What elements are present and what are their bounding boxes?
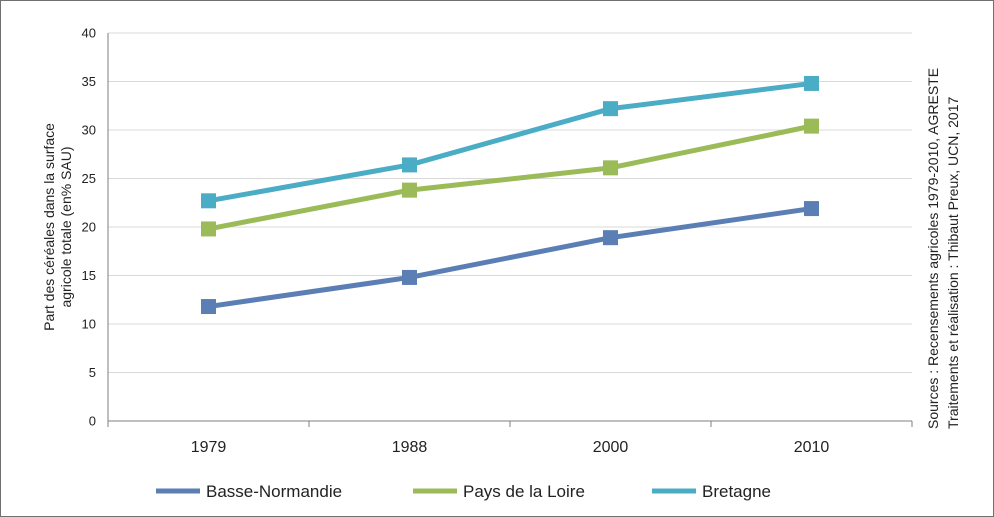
x-tick-label: 2000 (593, 439, 629, 456)
source-text: Sources : Recensements agricoles 1979-20… (925, 68, 961, 429)
data-point (603, 230, 618, 246)
source-line: Traitements et réalisation : Thibaut Pre… (945, 97, 961, 429)
x-tick-label: 1988 (392, 439, 428, 456)
y-tick-label: 40 (82, 26, 96, 41)
y-axis-title-line: Part des céréales dans la surface (41, 123, 57, 331)
y-axis-title-line: agricole totale (en% SAU) (58, 146, 74, 307)
y-tick-label: 20 (82, 220, 96, 235)
data-point (804, 75, 819, 91)
data-point (402, 157, 417, 173)
legend-item: Pays de la Loire (413, 482, 585, 501)
y-tick-label: 0 (89, 414, 96, 429)
series-basse-normandie (201, 201, 819, 315)
x-tick-labels: 1979 1988 2000 2010 (191, 439, 830, 456)
legend-item: Basse-Normandie (156, 482, 342, 501)
legend: Basse-Normandie Pays de la Loire Bretagne (156, 482, 771, 501)
source-note: Sources : Recensements agricoles 1979-20… (925, 68, 961, 429)
series-pays-de-la-loire (201, 118, 819, 237)
data-point (402, 269, 417, 285)
legend-item: Bretagne (652, 482, 771, 501)
data-point (804, 201, 819, 217)
source-line: Sources : Recensements agricoles 1979-20… (925, 68, 941, 429)
axes (107, 33, 913, 427)
data-point (201, 221, 216, 237)
data-point (402, 182, 417, 198)
legend-label: Pays de la Loire (463, 482, 585, 501)
legend-label: Bretagne (702, 482, 771, 501)
y-axis-label: Part des céréales dans la surfaceagricol… (41, 123, 74, 331)
y-tick-label: 5 (89, 365, 96, 380)
series-line (208, 206, 812, 310)
y-tick-label: 15 (82, 268, 96, 283)
series-line (208, 123, 813, 232)
data-point (603, 160, 618, 176)
y-tick-labels: 0 5 10 15 20 25 30 35 40 (82, 26, 96, 429)
y-tick-label: 30 (82, 123, 96, 138)
legend-label: Basse-Normandie (206, 482, 342, 501)
x-tick-label: 1979 (191, 439, 227, 456)
gridlines (108, 32, 912, 373)
data-point (201, 299, 216, 315)
y-tick-label: 35 (82, 74, 96, 89)
series-line (208, 80, 812, 204)
y-tick-label: 10 (82, 317, 96, 332)
x-tick-label: 2010 (794, 439, 830, 456)
y-axis-title: Part des céréales dans la surfaceagricol… (41, 123, 74, 331)
series-bretagne (201, 75, 819, 209)
data-point (201, 193, 216, 209)
series-lines (201, 75, 819, 315)
y-tick-label: 25 (82, 171, 96, 186)
data-point (603, 101, 618, 117)
data-point (804, 118, 819, 134)
